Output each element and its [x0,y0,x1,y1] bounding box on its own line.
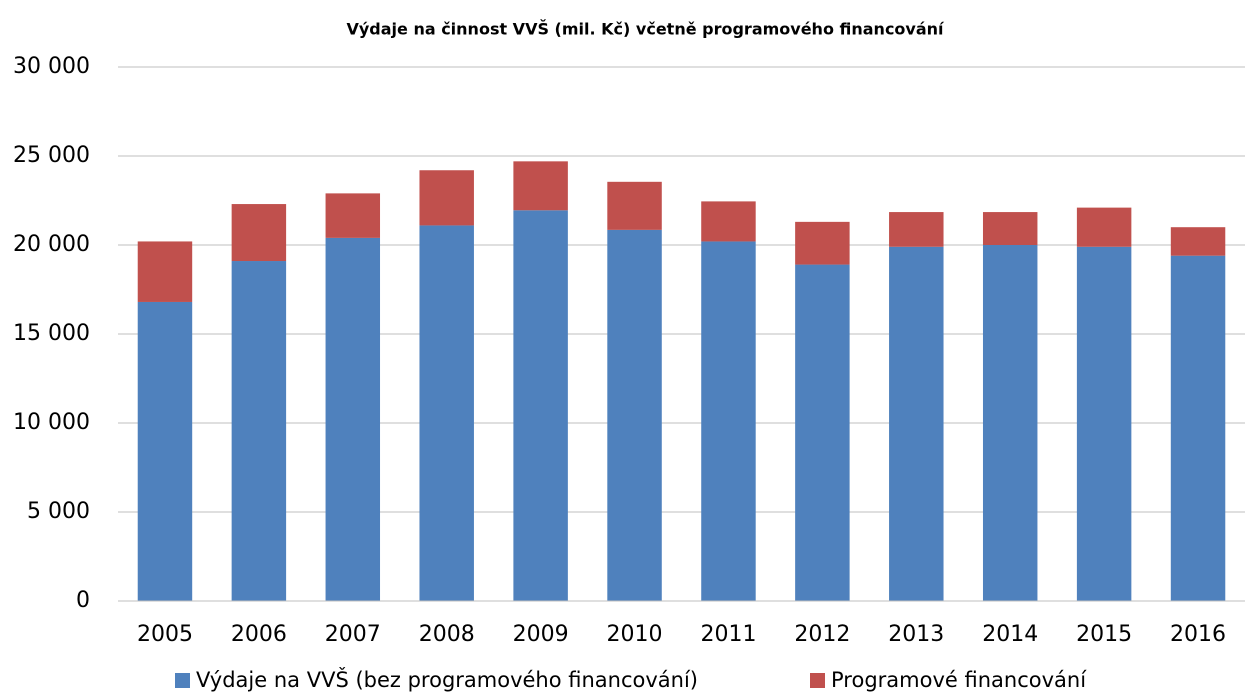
x-tick-label: 2009 [513,622,569,647]
bar-segment [889,246,944,601]
bar-segment [607,181,662,230]
x-tick-label: 2010 [607,622,663,647]
bar-segment [795,264,850,601]
bar-segment [137,301,193,601]
y-tick-label: 20 000 [13,232,90,257]
chart-title: Výdaje na činnost VVŠ (mil. Kč) včetně p… [346,20,945,39]
x-tick-label: 2014 [982,622,1038,647]
bar-segment [1170,227,1226,256]
y-tick-label: 0 [76,588,90,613]
bar-segment [795,221,850,265]
x-tick-label: 2013 [888,622,944,647]
bar-segment [701,241,756,601]
bar-segment [982,245,1038,601]
bar-segment [1170,255,1226,601]
x-tick-label: 2016 [1170,622,1226,647]
bar-segment [982,212,1038,245]
bar-segment [513,210,568,602]
bar-segment [325,193,381,238]
bar-segment [701,201,756,242]
legend-label: Výdaje na VVŠ (bez programového financov… [196,667,698,692]
bar-segment [1076,207,1132,247]
x-tick-label: 2015 [1076,622,1132,647]
bar-segment [607,229,662,601]
x-tick-label: 2011 [700,622,756,647]
bar-segment [137,241,193,302]
bar-segment [231,204,287,262]
bar-segment [889,212,944,247]
y-tick-label: 25 000 [13,143,90,168]
x-tick-label: 2012 [794,622,850,647]
legend-swatch [175,673,190,688]
x-tick-label: 2008 [419,622,475,647]
y-tick-label: 30 000 [13,54,90,79]
bar-segment [419,225,474,602]
bar-segment [1076,246,1132,601]
legend-swatch [810,673,825,688]
y-tick-label: 15 000 [13,321,90,346]
x-tick-label: 2005 [137,622,193,647]
bar-segment [513,161,568,211]
bar-segment [325,237,381,601]
y-tick-label: 5 000 [27,499,90,524]
x-tick-label: 2006 [231,622,287,647]
legend-label: Programové financování [831,668,1087,692]
x-tick-label: 2007 [325,622,381,647]
y-tick-label: 10 000 [13,410,90,435]
bar-segment [231,261,287,601]
bar-segment [419,170,474,226]
